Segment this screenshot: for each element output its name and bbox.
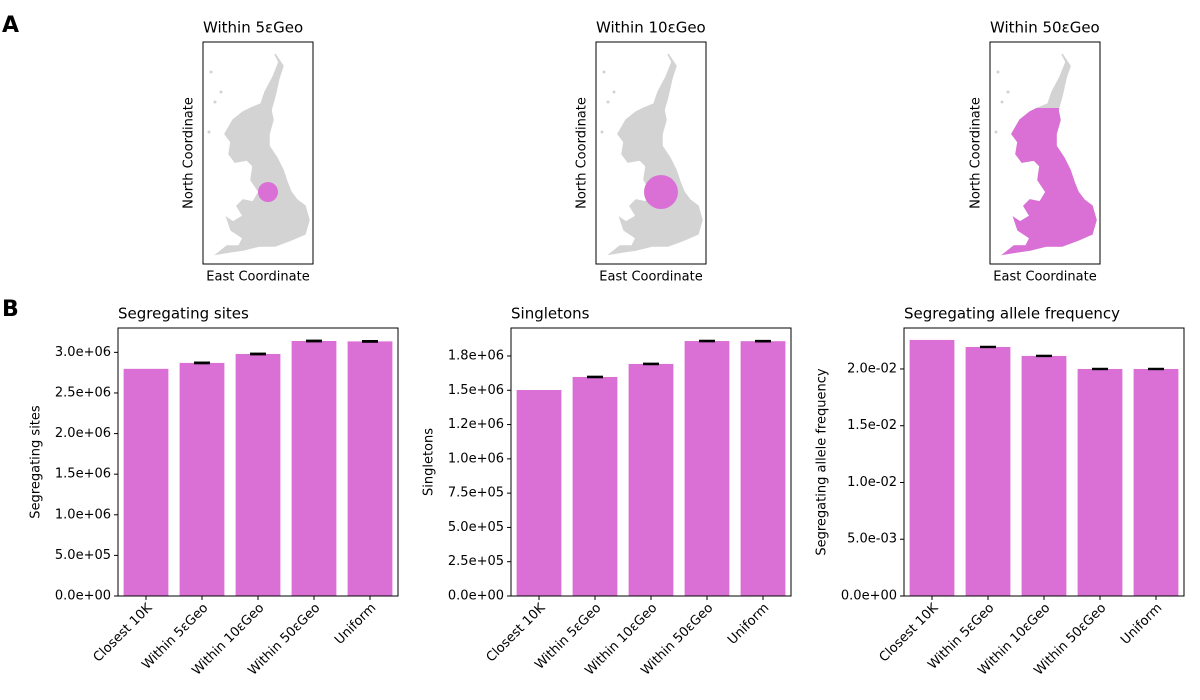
bar bbox=[516, 389, 562, 596]
bar bbox=[1133, 368, 1179, 596]
error-bar bbox=[362, 340, 378, 343]
error-bar bbox=[587, 375, 603, 379]
panel-label: A bbox=[2, 13, 19, 38]
y-tick-label: 1.5e+06 bbox=[448, 383, 504, 398]
y-tick-label: 2.0e+06 bbox=[55, 426, 111, 441]
chart-title: Singletons bbox=[511, 305, 590, 323]
y-tick-label: 2.5e+05 bbox=[448, 554, 504, 569]
axes-frame bbox=[989, 41, 1101, 265]
bar bbox=[684, 341, 730, 596]
y-axis-label: North Coordinate bbox=[575, 97, 590, 209]
island bbox=[209, 70, 213, 74]
y-tick-label: 1.0e+06 bbox=[55, 507, 111, 522]
x-axis-label: East Coordinate bbox=[993, 270, 1096, 285]
y-tick-label: 1.5e-02 bbox=[847, 418, 897, 433]
bar bbox=[1077, 368, 1123, 596]
map-area bbox=[994, 53, 1097, 256]
bar bbox=[1021, 355, 1067, 596]
y-axis-label: North Coordinate bbox=[969, 97, 984, 209]
island bbox=[219, 90, 223, 94]
y-tick-label: 1.0e+06 bbox=[448, 451, 504, 466]
y-tick-label: 5.0e+05 bbox=[448, 520, 504, 535]
island bbox=[600, 130, 604, 134]
bar bbox=[123, 368, 169, 596]
error-bar bbox=[306, 339, 322, 343]
island bbox=[994, 130, 998, 134]
error-bar bbox=[1092, 367, 1108, 371]
bar bbox=[965, 346, 1011, 596]
x-tick-label: Uniform bbox=[1118, 601, 1165, 648]
y-axis-label: Segregating allele frequency bbox=[815, 368, 830, 556]
island bbox=[602, 70, 606, 74]
x-tick-label: Uniform bbox=[725, 601, 772, 648]
error-bar bbox=[1148, 367, 1164, 371]
axes-frame bbox=[117, 327, 399, 597]
axes-frame bbox=[595, 41, 707, 265]
island bbox=[1000, 100, 1004, 104]
y-tick-label: 1.2e+06 bbox=[448, 417, 504, 432]
x-axis-label: East Coordinate bbox=[206, 270, 309, 285]
land bbox=[214, 53, 310, 256]
y-axis-label: Singletons bbox=[422, 428, 437, 496]
x-axis-label: East Coordinate bbox=[599, 270, 702, 285]
y-tick-label: 3.0e+06 bbox=[55, 345, 111, 360]
error-bar bbox=[755, 339, 771, 343]
axes-frame bbox=[903, 327, 1185, 597]
map-title: Within 5εGeo bbox=[203, 19, 303, 37]
highlight-region bbox=[258, 182, 278, 202]
chart-title: Segregating allele frequency bbox=[904, 305, 1120, 323]
map-area bbox=[600, 53, 703, 256]
error-bar bbox=[643, 362, 659, 366]
y-tick-label: 0.0e+00 bbox=[841, 589, 897, 604]
map-title: Within 10εGeo bbox=[596, 19, 706, 37]
y-axis-label: Segregating sites bbox=[29, 405, 44, 519]
axes-frame bbox=[510, 327, 792, 597]
bar bbox=[291, 340, 337, 596]
island bbox=[207, 130, 211, 134]
y-tick-label: 5.0e-03 bbox=[847, 532, 897, 547]
error-bar bbox=[250, 352, 266, 356]
island bbox=[1006, 90, 1010, 94]
island bbox=[606, 100, 610, 104]
bar bbox=[909, 339, 955, 596]
x-tick-label: Uniform bbox=[332, 601, 379, 648]
panel-label: B bbox=[2, 297, 19, 322]
y-tick-label: 1.8e+06 bbox=[448, 348, 504, 363]
y-tick-label: 0.0e+00 bbox=[448, 589, 504, 604]
error-bar bbox=[980, 345, 996, 349]
map-area bbox=[207, 53, 310, 256]
island bbox=[612, 90, 616, 94]
y-tick-label: 5.0e+05 bbox=[55, 548, 111, 563]
chart-title: Segregating sites bbox=[118, 305, 249, 323]
bar bbox=[572, 376, 618, 596]
land bbox=[607, 53, 703, 256]
bar bbox=[179, 362, 225, 596]
y-tick-label: 1.0e-02 bbox=[847, 475, 897, 490]
bar bbox=[347, 341, 393, 596]
y-tick-label: 1.5e+06 bbox=[55, 467, 111, 482]
y-tick-label: 2.5e+06 bbox=[55, 385, 111, 400]
island bbox=[213, 100, 217, 104]
error-bar bbox=[194, 361, 210, 365]
error-bar bbox=[699, 339, 715, 343]
highlight-region bbox=[1001, 108, 1097, 256]
bar bbox=[740, 341, 786, 596]
bar bbox=[628, 363, 674, 596]
y-tick-label: 2.0e-02 bbox=[847, 361, 897, 376]
y-tick-label: 0.0e+00 bbox=[55, 589, 111, 604]
y-axis-label: North Coordinate bbox=[182, 97, 197, 209]
island bbox=[996, 70, 1000, 74]
map-title: Within 50εGeo bbox=[990, 19, 1100, 37]
error-bar bbox=[1036, 354, 1052, 358]
y-tick-label: 7.5e+05 bbox=[448, 486, 504, 501]
highlight-region bbox=[644, 175, 678, 209]
axes-frame bbox=[202, 41, 314, 265]
bar bbox=[235, 353, 281, 596]
